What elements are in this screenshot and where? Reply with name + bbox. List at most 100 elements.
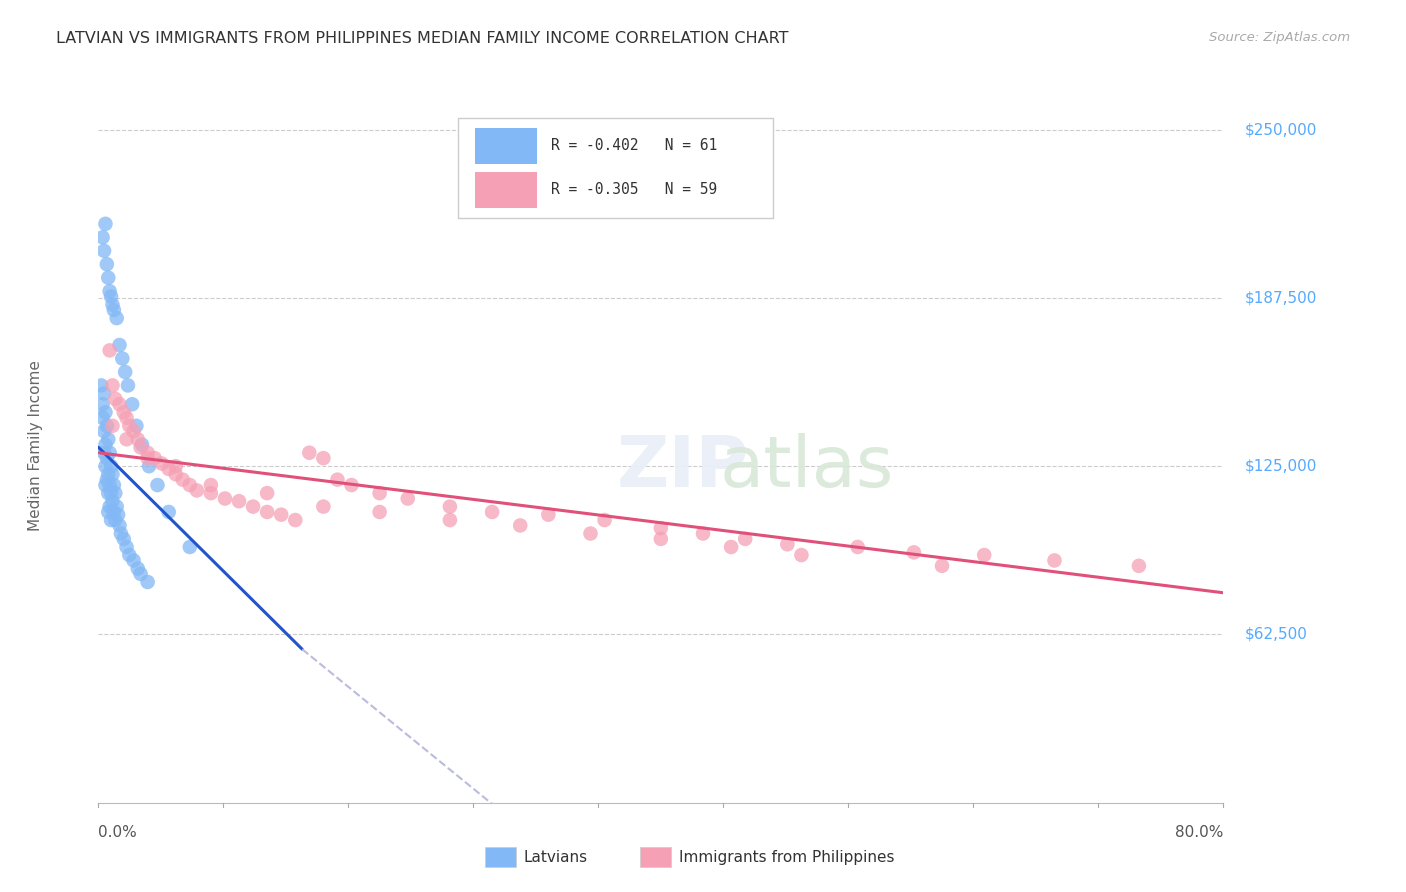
Point (97, 270, 120, 285)
Point (101, 467, 124, 482)
Point (368, 486, 391, 500)
Point (122, 424, 145, 438)
Point (256, 505, 278, 519)
Point (108, 518, 131, 533)
Point (439, 500, 461, 514)
Point (776, 537, 799, 551)
Text: $187,500: $187,500 (1244, 291, 1316, 305)
Point (118, 548, 141, 562)
Point (117, 378, 139, 392)
Point (108, 397, 131, 411)
Point (931, 558, 953, 573)
Point (1128, 558, 1150, 573)
Point (136, 451, 159, 466)
Point (368, 505, 391, 519)
Point (179, 478, 201, 492)
Point (136, 574, 159, 589)
Text: Median Family Income: Median Family Income (28, 360, 42, 532)
Point (94, 437, 117, 451)
Point (101, 418, 124, 433)
Point (97, 467, 120, 482)
Point (903, 545, 925, 559)
Point (537, 508, 560, 522)
Point (157, 505, 180, 519)
Point (94, 459, 117, 474)
Point (112, 405, 135, 419)
Point (127, 561, 149, 575)
Point (97, 486, 120, 500)
Point (214, 491, 236, 506)
FancyBboxPatch shape (458, 118, 773, 218)
Bar (475, 172, 537, 208)
Text: R = -0.305   N = 59: R = -0.305 N = 59 (551, 182, 717, 197)
Point (1043, 553, 1066, 567)
Point (143, 451, 166, 466)
Point (326, 473, 349, 487)
Point (100, 289, 122, 303)
Point (846, 540, 869, 554)
Point (90, 378, 112, 392)
Point (97, 432, 120, 446)
Point (105, 500, 128, 514)
Point (734, 532, 756, 546)
Point (93, 244, 115, 258)
Point (157, 462, 180, 476)
Point (98, 284, 121, 298)
Point (579, 526, 602, 541)
Text: LATVIAN VS IMMIGRANTS FROM PHILIPPINES MEDIAN FAMILY INCOME CORRELATION CHART: LATVIAN VS IMMIGRANTS FROM PHILIPPINES M… (56, 31, 789, 46)
Point (91, 230, 114, 244)
Point (96, 257, 118, 271)
Point (93, 446, 115, 460)
Point (312, 451, 335, 466)
Point (138, 459, 160, 474)
Point (790, 548, 813, 562)
Point (127, 432, 149, 446)
Point (96, 418, 118, 433)
Point (94, 405, 117, 419)
Point (96, 451, 118, 466)
Point (593, 513, 616, 527)
Point (200, 486, 222, 500)
Point (103, 478, 125, 492)
Point (96, 473, 118, 487)
Point (91, 397, 114, 411)
Point (312, 500, 335, 514)
Point (228, 494, 250, 508)
Point (101, 378, 124, 392)
Text: 0.0%: 0.0% (98, 825, 138, 840)
Point (103, 505, 125, 519)
Point (101, 298, 124, 312)
Point (165, 467, 187, 482)
Point (146, 478, 169, 492)
Point (105, 311, 128, 326)
Point (179, 540, 201, 554)
Point (129, 566, 152, 581)
Point (98, 343, 121, 358)
Point (298, 446, 321, 460)
Point (973, 548, 995, 562)
Point (104, 486, 127, 500)
Point (509, 518, 531, 533)
Point (98, 500, 121, 514)
Text: Immigrants from Philippines: Immigrants from Philippines (679, 850, 894, 864)
Point (340, 478, 363, 492)
Point (256, 486, 278, 500)
Point (98, 446, 121, 460)
Point (121, 397, 143, 411)
Point (115, 540, 138, 554)
Point (97, 505, 120, 519)
Point (131, 437, 153, 451)
Point (104, 513, 127, 527)
Text: atlas: atlas (720, 433, 894, 502)
Point (115, 432, 138, 446)
Text: $250,000: $250,000 (1244, 122, 1316, 137)
Point (94, 478, 117, 492)
Point (115, 410, 138, 425)
Text: $125,000: $125,000 (1244, 458, 1316, 474)
Point (186, 483, 208, 498)
Point (107, 508, 129, 522)
Point (91, 410, 114, 425)
Point (122, 553, 145, 567)
Text: $62,500: $62,500 (1244, 627, 1308, 642)
Point (242, 500, 264, 514)
